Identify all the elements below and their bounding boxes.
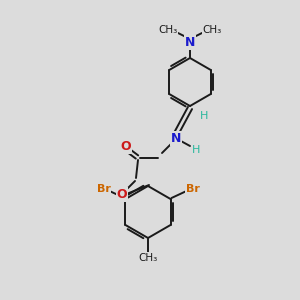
Text: CH₃: CH₃ — [202, 25, 222, 35]
Text: N: N — [171, 131, 181, 145]
Text: O: O — [121, 140, 131, 152]
Text: CH₃: CH₃ — [138, 253, 158, 263]
Text: CH₃: CH₃ — [158, 25, 178, 35]
Text: O: O — [117, 188, 127, 200]
Text: N: N — [185, 35, 195, 49]
Text: Br: Br — [97, 184, 110, 194]
Text: H: H — [200, 111, 208, 121]
Text: Br: Br — [186, 184, 200, 194]
Text: H: H — [192, 145, 200, 155]
